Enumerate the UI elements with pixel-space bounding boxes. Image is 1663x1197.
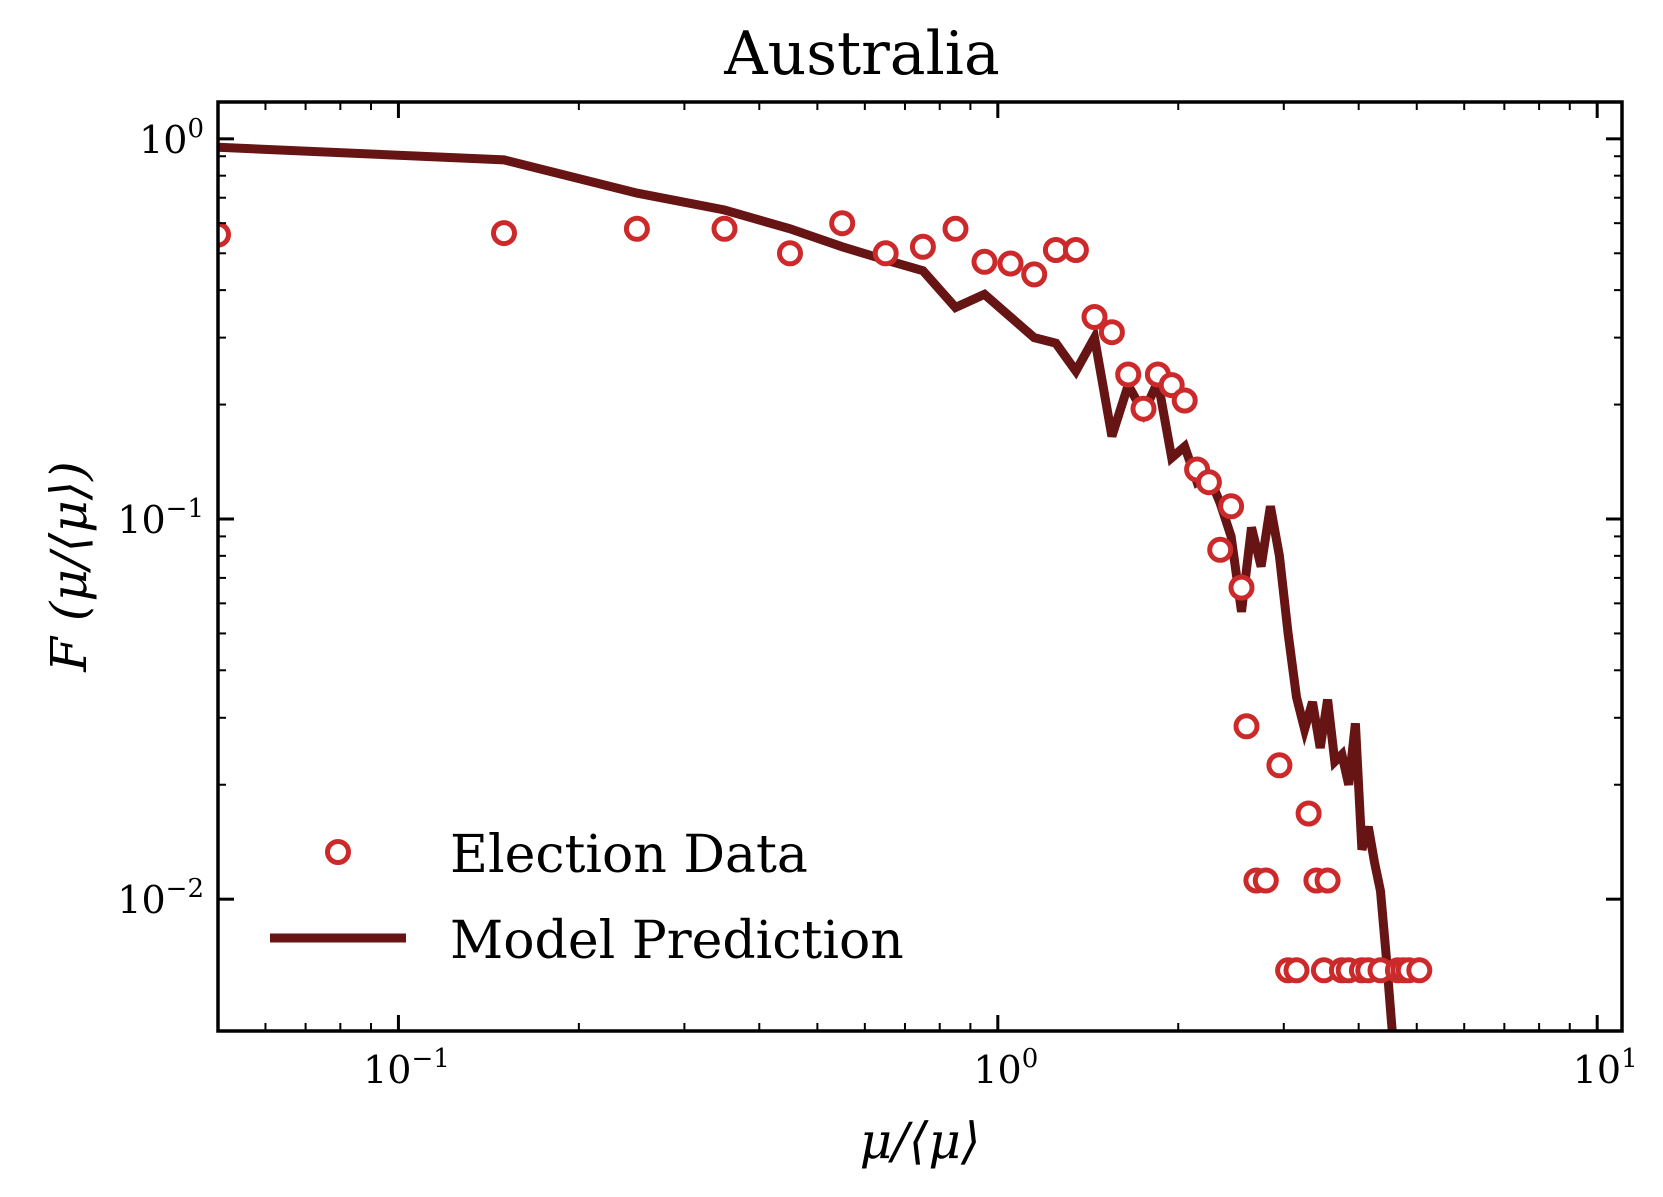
election-data-point <box>1207 536 1234 563</box>
election-data-point <box>711 215 738 242</box>
election-data-point <box>218 221 231 248</box>
data-marks <box>218 142 1433 1031</box>
election-data-point <box>1233 713 1260 740</box>
y-tick-label: 10−1 <box>117 494 204 542</box>
election-data-point <box>1081 304 1108 330</box>
election-data-point <box>909 233 936 260</box>
axes: 10−1 100 101 100 10−1 10−2 μ/⟨μ⟩ F (μ/⟨μ⟩) <box>40 100 1638 1170</box>
election-data-point <box>829 210 856 237</box>
legend-label-election-data: Election Data <box>450 825 808 885</box>
election-data-point <box>1130 395 1157 422</box>
election-data-point <box>1266 752 1293 779</box>
chart-title: Australia <box>723 19 999 89</box>
y-tick-label: 10−2 <box>117 874 204 922</box>
election-data-point <box>1314 867 1341 894</box>
election-data-point <box>1062 237 1089 263</box>
election-data-point <box>971 248 998 275</box>
x-tick-label: 10−1 <box>363 1044 450 1092</box>
election-data-point <box>1406 957 1433 984</box>
legend: Election Data Model Prediction <box>270 825 904 971</box>
election-data-point <box>1021 261 1048 288</box>
election-data-point <box>1228 574 1255 601</box>
election-data-point <box>872 240 899 267</box>
x-tick-label: 100 <box>973 1044 1038 1092</box>
election-data-point <box>1098 319 1125 346</box>
x-axis-label: μ/⟨μ⟩ <box>860 1112 981 1170</box>
election-data-point <box>491 220 517 247</box>
y-axis-label: F (μ/⟨μ⟩) <box>40 461 98 672</box>
election-data-point <box>1115 361 1142 388</box>
election-data-point <box>1252 867 1279 894</box>
model-prediction-line <box>218 142 1397 1031</box>
election-data-point <box>997 250 1024 277</box>
election-data-point <box>1283 957 1310 984</box>
election-data-point <box>1218 493 1245 520</box>
election-data-point <box>1171 387 1198 414</box>
election-data-point <box>623 215 650 242</box>
legend-label-model-prediction: Model Prediction <box>450 911 904 971</box>
election-data-point <box>777 240 803 267</box>
y-tick-label: 100 <box>139 114 204 162</box>
election-data-point <box>942 215 969 242</box>
legend-marker-election-data <box>325 839 351 865</box>
plot-frame <box>216 100 1624 1033</box>
x-tick-label: 101 <box>1573 1044 1638 1092</box>
election-data-point <box>1195 469 1222 496</box>
election-data-point <box>1295 800 1322 827</box>
